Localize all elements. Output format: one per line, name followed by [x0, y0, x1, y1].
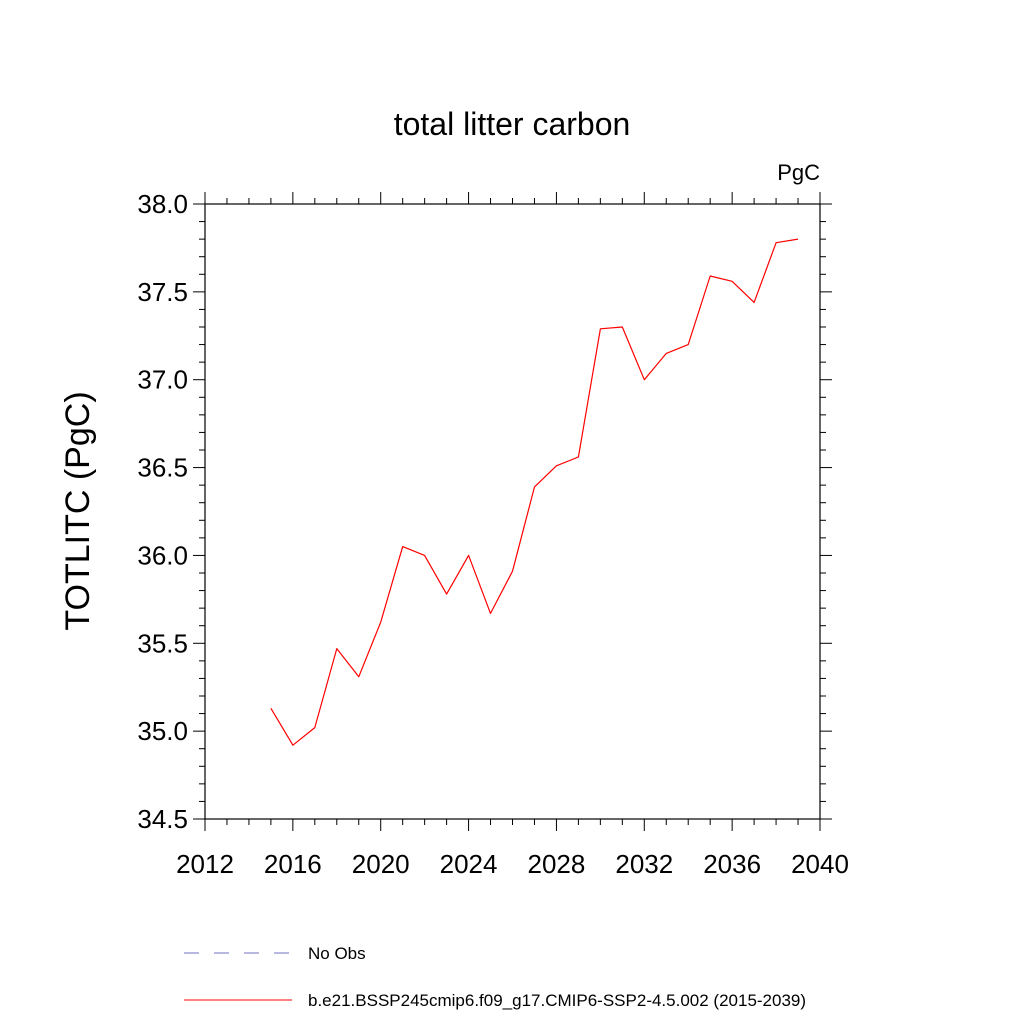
x-tick-label: 2012 [176, 849, 234, 879]
x-tick-label: 2024 [440, 849, 498, 879]
y-tick-label: 36.0 [137, 540, 188, 570]
legend-label-1: No Obs [308, 944, 366, 963]
plot-frame [204, 203, 821, 820]
units-label: PgC [777, 160, 820, 185]
y-tick-label: 35.5 [137, 628, 188, 658]
legend-label-0: b.e21.BSSP245cmip6.f09_g17.CMIP6-SSP2-4.… [308, 991, 806, 1010]
series-line-0 [270, 238, 799, 746]
y-tick-label: 35.0 [137, 716, 188, 746]
y-axis-label: TOTLITC (PgC) [59, 391, 97, 630]
y-tick-label: 37.0 [137, 365, 188, 395]
chart-title: total litter carbon [394, 106, 631, 142]
series-group [270, 238, 799, 746]
y-tick-label: 36.5 [137, 453, 188, 483]
axes: 2012 2016 2020 2024 2028 2032 2036 2040 34.5 35.0… [137, 189, 849, 879]
x-tick-label: 2020 [352, 849, 410, 879]
x-tick-label: 2028 [528, 849, 586, 879]
x-tick-label: 2016 [264, 849, 322, 879]
y-tick-label: 37.5 [137, 277, 188, 307]
y-tick-label: 34.5 [137, 804, 188, 834]
x-tick-label: 2032 [615, 849, 673, 879]
legend: No Obs b.e21.BSSP245cmip6.f09_g17.CMIP6-S… [184, 944, 806, 1010]
x-tick-label: 2040 [791, 849, 849, 879]
y-tick-label: 38.0 [137, 189, 188, 219]
x-tick-label: 2036 [703, 849, 761, 879]
